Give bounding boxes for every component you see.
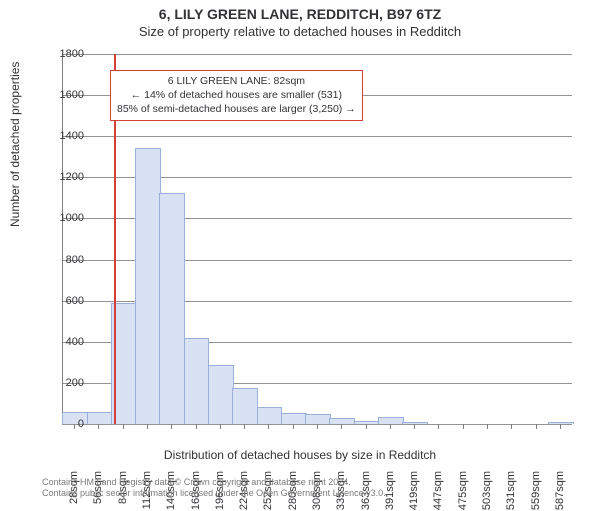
- y-tick-label: 1200: [60, 171, 84, 183]
- footer-line-1: Contains HM Land Registry data © Crown c…: [42, 477, 386, 489]
- histogram-bar: [281, 413, 307, 424]
- histogram-bar: [62, 412, 88, 424]
- x-tick-mark: [220, 424, 221, 429]
- page-subtitle: Size of property relative to detached ho…: [0, 24, 600, 39]
- histogram-bar: [87, 412, 113, 424]
- histogram-bar: [232, 388, 258, 424]
- y-tick-label: 1000: [60, 212, 84, 224]
- x-tick-mark: [536, 424, 537, 429]
- x-tick-mark: [147, 424, 148, 429]
- x-tick-label: 559sqm: [530, 471, 542, 511]
- y-tick-label: 0: [78, 418, 84, 430]
- x-tick-mark: [293, 424, 294, 429]
- footer-line-2: Contains public sector information licen…: [42, 488, 386, 500]
- annotation-line-2: ← 14% of detached houses are smaller (53…: [117, 88, 356, 102]
- x-tick-label: 475sqm: [457, 471, 469, 511]
- histogram-bar: [257, 407, 283, 424]
- x-tick-mark: [123, 424, 124, 429]
- footer-attribution: Contains HM Land Registry data © Crown c…: [42, 477, 386, 500]
- grid-line: [62, 54, 572, 55]
- y-tick-label: 600: [66, 295, 84, 307]
- page-title: 6, LILY GREEN LANE, REDDITCH, B97 6TZ: [0, 6, 600, 22]
- x-tick-mark: [463, 424, 464, 429]
- x-tick-mark: [390, 424, 391, 429]
- y-tick-label: 400: [66, 336, 84, 348]
- annotation-line-1: 6 LILY GREEN LANE: 82sqm: [117, 74, 356, 88]
- histogram-bar: [159, 193, 185, 424]
- y-tick-label: 800: [66, 254, 84, 266]
- x-tick-mark: [560, 424, 561, 429]
- grid-line: [62, 136, 572, 137]
- histogram-bar: [305, 414, 331, 424]
- x-tick-label: 503sqm: [481, 471, 493, 511]
- x-tick-mark: [487, 424, 488, 429]
- x-tick-mark: [196, 424, 197, 429]
- x-tick-mark: [366, 424, 367, 429]
- x-tick-label: 447sqm: [432, 471, 444, 511]
- histogram-bar: [548, 422, 574, 424]
- histogram-bar: [184, 338, 210, 424]
- x-tick-mark: [341, 424, 342, 429]
- y-tick-label: 1600: [60, 89, 84, 101]
- x-tick-label: 587sqm: [554, 471, 566, 511]
- annotation-box: 6 LILY GREEN LANE: 82sqm ← 14% of detach…: [110, 70, 363, 121]
- x-tick-mark: [74, 424, 75, 429]
- x-tick-mark: [171, 424, 172, 429]
- x-tick-label: 419sqm: [408, 471, 420, 511]
- x-tick-mark: [414, 424, 415, 429]
- x-tick-mark: [244, 424, 245, 429]
- axis-line: [62, 54, 63, 424]
- histogram-bar: [208, 365, 234, 424]
- y-axis-label: Number of detached properties: [8, 62, 22, 227]
- y-tick-label: 200: [66, 377, 84, 389]
- annotation-line-3: 85% of semi-detached houses are larger (…: [117, 102, 356, 116]
- histogram-bar: [378, 417, 404, 424]
- histogram-bar: [135, 148, 161, 424]
- y-tick-label: 1400: [60, 130, 84, 142]
- x-axis-label: Distribution of detached houses by size …: [0, 448, 600, 462]
- x-tick-mark: [438, 424, 439, 429]
- x-tick-label: 531sqm: [505, 471, 517, 511]
- x-tick-mark: [98, 424, 99, 429]
- y-tick-label: 1800: [60, 48, 84, 60]
- x-tick-mark: [317, 424, 318, 429]
- x-tick-mark: [511, 424, 512, 429]
- x-tick-mark: [268, 424, 269, 429]
